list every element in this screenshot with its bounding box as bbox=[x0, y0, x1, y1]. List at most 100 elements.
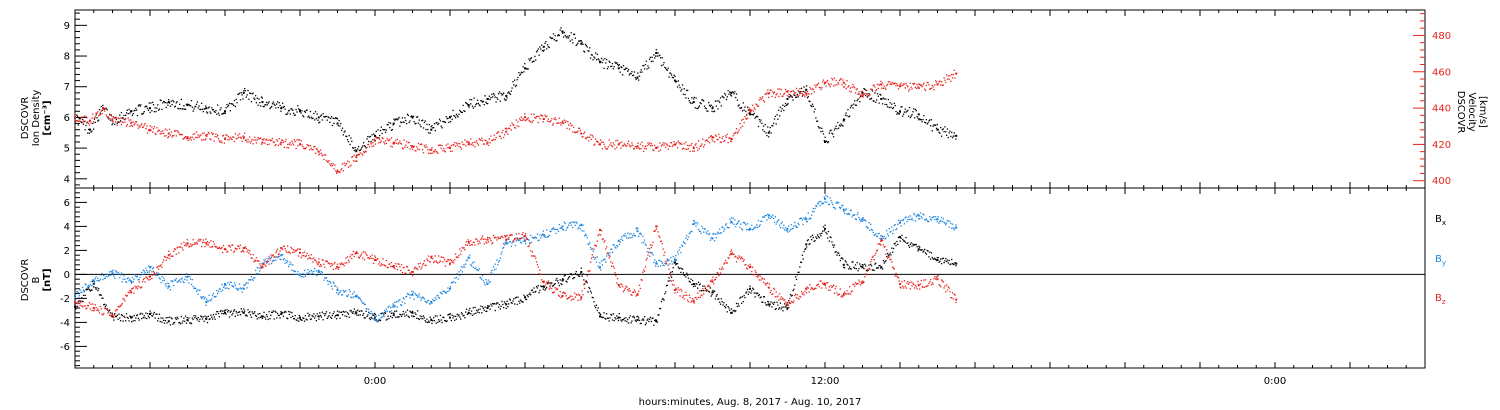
velocity-sample bbox=[662, 142, 663, 143]
bx-sample bbox=[510, 299, 511, 300]
by-sample bbox=[187, 276, 188, 277]
bx-sample bbox=[464, 317, 465, 318]
ion-density-sample bbox=[192, 107, 193, 108]
ion-density-sample bbox=[495, 96, 496, 97]
by-sample bbox=[503, 247, 504, 248]
bx-sample bbox=[363, 313, 364, 314]
ion-density-sample bbox=[500, 101, 501, 102]
bx-sample bbox=[927, 250, 928, 251]
ion-density-sample bbox=[821, 128, 822, 129]
bx-sample bbox=[505, 303, 506, 304]
bx-sample bbox=[733, 310, 734, 311]
ion-density-sample bbox=[673, 77, 674, 78]
by-sample bbox=[460, 270, 461, 271]
ion-density-sample bbox=[132, 115, 133, 116]
by-sample bbox=[360, 298, 361, 299]
bx-sample bbox=[294, 318, 295, 319]
ion-density-sample bbox=[589, 47, 590, 48]
velocity-sample bbox=[772, 91, 773, 92]
ion-density-sample bbox=[472, 106, 473, 107]
by-sample bbox=[434, 300, 435, 301]
by-sample bbox=[900, 225, 901, 226]
bx-sample bbox=[680, 272, 681, 273]
ion-density-sample bbox=[162, 102, 163, 103]
by-sample bbox=[163, 277, 164, 278]
bx-sample bbox=[887, 253, 888, 254]
ion-density-sample bbox=[308, 115, 309, 116]
ion-density-sample bbox=[925, 122, 926, 123]
velocity-sample bbox=[344, 162, 345, 163]
velocity-sample bbox=[160, 131, 161, 132]
by-sample bbox=[679, 249, 680, 250]
ion-density-sample bbox=[131, 110, 132, 111]
velocity-sample bbox=[741, 119, 742, 120]
ion-density-sample bbox=[646, 68, 647, 69]
velocity-sample bbox=[892, 82, 893, 83]
ion-density-sample bbox=[209, 106, 210, 107]
by-sample bbox=[843, 211, 844, 212]
ion-density-sample bbox=[570, 40, 571, 41]
ion-density-sample bbox=[684, 88, 685, 89]
ion-density-sample bbox=[612, 63, 613, 64]
ion-density-sample bbox=[351, 141, 352, 142]
bx-sample bbox=[544, 290, 545, 291]
ion-density-sample bbox=[279, 102, 280, 103]
by-sample bbox=[188, 282, 189, 283]
bx-sample bbox=[456, 318, 457, 319]
bx-sample bbox=[125, 320, 126, 321]
ion-density-sample bbox=[770, 132, 771, 133]
bx-sample bbox=[932, 257, 933, 258]
by-sample bbox=[528, 239, 529, 240]
bx-sample bbox=[106, 304, 107, 305]
ion-density-sample bbox=[408, 115, 409, 116]
ion-density-sample bbox=[845, 115, 846, 116]
ion-density-sample bbox=[175, 106, 176, 107]
by-sample bbox=[326, 277, 327, 278]
ion-density-sample bbox=[516, 85, 517, 86]
velocity-sample bbox=[266, 139, 267, 140]
bx-sample bbox=[873, 270, 874, 271]
by-sample bbox=[488, 279, 489, 280]
bx-sample bbox=[581, 276, 582, 277]
bx-sample bbox=[693, 286, 694, 287]
ion-density-sample bbox=[680, 90, 681, 91]
by-sample bbox=[176, 278, 177, 279]
density-velocity-points bbox=[74, 27, 957, 174]
bx-sample bbox=[251, 317, 252, 318]
by-sample bbox=[695, 222, 696, 223]
by-sample bbox=[801, 218, 802, 219]
velocity-sample bbox=[284, 141, 285, 142]
bx-sample bbox=[309, 314, 310, 315]
bx-sample bbox=[93, 286, 94, 287]
ion-density-sample bbox=[436, 122, 437, 123]
bx-sample bbox=[241, 311, 242, 312]
by-sample bbox=[141, 272, 142, 273]
by-sample bbox=[222, 290, 223, 291]
velocity-sample bbox=[137, 124, 138, 125]
velocity-sample bbox=[414, 146, 415, 147]
ion-density-sample bbox=[741, 107, 742, 108]
velocity-sample bbox=[869, 94, 870, 95]
bx-sample bbox=[928, 256, 929, 257]
velocity-sample bbox=[535, 118, 536, 119]
by-sample bbox=[428, 300, 429, 301]
velocity-sample bbox=[572, 131, 573, 132]
by-sample bbox=[110, 275, 111, 276]
velocity-sample bbox=[122, 122, 123, 123]
velocity-sample bbox=[412, 149, 413, 150]
by-sample bbox=[589, 242, 590, 243]
bx-sample bbox=[417, 310, 418, 311]
ion-density-sample bbox=[478, 103, 479, 104]
ion-density-sample bbox=[905, 109, 906, 110]
by-sample bbox=[935, 216, 936, 217]
ion-density-sample bbox=[508, 91, 509, 92]
velocity-sample bbox=[171, 136, 172, 137]
ion-density-sample bbox=[522, 72, 523, 73]
by-sample bbox=[291, 269, 292, 270]
by-sample bbox=[738, 221, 739, 222]
velocity-sample bbox=[368, 144, 369, 145]
velocity-sample bbox=[430, 153, 431, 154]
velocity-sample bbox=[829, 84, 830, 85]
by-sample bbox=[484, 282, 485, 283]
velocity-sample bbox=[760, 99, 761, 100]
